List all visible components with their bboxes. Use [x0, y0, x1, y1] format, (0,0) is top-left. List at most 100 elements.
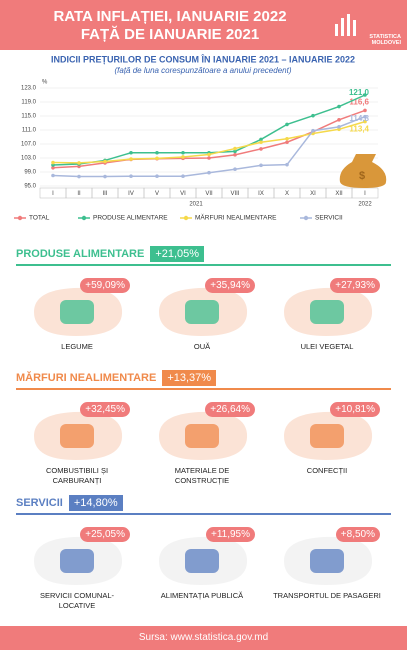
legend-label: TOTAL — [29, 215, 50, 222]
point — [363, 119, 367, 124]
point — [337, 118, 341, 122]
item: +25,05% SERVICII COMUNAL-LOCATIVE — [22, 527, 132, 617]
y-tick-label: 95.0 — [24, 184, 36, 190]
item-label: LEGUME — [61, 342, 93, 351]
point — [285, 122, 289, 127]
year-label: 2022 — [358, 202, 372, 208]
point — [129, 174, 133, 178]
point — [51, 173, 55, 178]
icon-shape — [185, 300, 219, 324]
x-tick-label: III — [102, 191, 107, 197]
section-change: +21,05% — [150, 246, 205, 262]
item-label: CONFECȚII — [306, 466, 348, 475]
item: +35,94% OUĂ — [147, 278, 257, 368]
point — [363, 114, 367, 119]
item: +10,81% CONFECȚII — [272, 402, 382, 492]
x-tick-label: IX — [258, 191, 264, 197]
y-tick-label: 111.0 — [22, 128, 37, 134]
section-title: MĂRFURI NEALIMENTARE — [16, 372, 157, 384]
legend-marker — [303, 215, 309, 221]
item-icon — [159, 536, 248, 585]
item: +27,93% ULEI VEGETAL — [272, 278, 382, 368]
item: +8,50% TRANSPORTUL DE PASAGERI — [272, 527, 382, 617]
icon-shape — [310, 424, 344, 448]
item-change: +35,94% — [205, 278, 255, 293]
legend-marker — [183, 215, 189, 221]
item-label: COMBUSTIBILI ȘI CARBURANȚI — [45, 466, 109, 485]
chart: INDICII PREȚURILOR DE CONSUM ÎN IANUARIE… — [14, 53, 387, 222]
section-change: +13,37% — [162, 370, 217, 386]
x-tick-label: XII — [335, 191, 343, 197]
x-tick-label: XI — [310, 191, 316, 197]
item-icon — [159, 287, 248, 336]
item-icon — [284, 536, 373, 585]
chart-subtitle: (față de luna corespunzătoare a anului p… — [114, 66, 291, 75]
section-line — [16, 388, 391, 390]
point — [77, 161, 81, 165]
point — [207, 156, 211, 160]
point — [233, 167, 237, 171]
item-label: MATERIALE DE CONSTRUCȚIE — [174, 466, 230, 485]
x-tick-label: I — [364, 191, 366, 197]
point — [181, 155, 185, 159]
header: RATA INFLAȚIEI, IANUARIE 2022 FAȚĂ DE IA… — [0, 0, 407, 50]
point — [181, 174, 185, 178]
point — [259, 140, 263, 145]
x-tick-label: VII — [205, 191, 213, 197]
point — [311, 128, 315, 133]
point — [207, 170, 211, 175]
y-tick-label: 115.0 — [21, 114, 36, 120]
item: +11,95% ALIMENTAȚIA PUBLICĂ — [147, 527, 257, 617]
y-tick-label: 123.0 — [21, 86, 37, 92]
year-label: 2021 — [189, 202, 203, 208]
icon-shape — [310, 300, 344, 324]
item-change: +26,64% — [205, 402, 255, 417]
item: +59,09% LEGUME — [22, 278, 132, 368]
point — [77, 174, 81, 179]
point — [155, 156, 159, 161]
item: +26,64% MATERIALE DE CONSTRUCȚIE — [147, 402, 257, 492]
point — [155, 174, 159, 178]
icon-shape — [60, 424, 94, 448]
item-label: SERVICII COMUNAL-LOCATIVE — [39, 591, 115, 610]
y-tick-label: 119.0 — [21, 100, 36, 106]
legend-label: MĂRFURI NEALIMENTARE — [195, 213, 277, 222]
point — [51, 166, 55, 170]
point — [337, 125, 341, 129]
title: RATA INFLAȚIEI, IANUARIE 2022 — [53, 8, 287, 25]
point — [233, 146, 237, 151]
title: FAȚĂ DE IANUARIE 2021 — [80, 26, 260, 43]
icon-shape — [60, 549, 94, 573]
x-tick-label: X — [285, 191, 289, 197]
sack-sign: $ — [359, 170, 365, 182]
item-icon — [284, 411, 373, 460]
point — [337, 104, 341, 109]
item-change: +27,93% — [330, 278, 380, 293]
point — [181, 150, 185, 155]
y-tick-label: 103.0 — [21, 156, 37, 162]
item-change: +32,45% — [80, 402, 130, 417]
legend-label: PRODUSE ALIMENTARE — [93, 215, 168, 222]
item-change: +11,95% — [205, 527, 255, 542]
footer: Sursa: www.statistica.gov.md — [0, 626, 407, 650]
item-change: +8,50% — [335, 527, 380, 542]
item-label: ULEI VEGETAL — [300, 342, 354, 351]
x-tick-label: I — [52, 191, 54, 197]
logo-icon — [335, 14, 356, 36]
item-change: +25,05% — [80, 527, 130, 542]
point — [233, 153, 237, 157]
item-change: +59,09% — [80, 278, 130, 293]
series-line — [52, 116, 366, 178]
y-tick-label: 107.0 — [21, 142, 37, 148]
icon-shape — [310, 549, 344, 573]
point — [259, 147, 263, 151]
value-label: 114,8 — [349, 114, 369, 123]
legend-marker — [81, 215, 87, 221]
section-line — [16, 513, 391, 515]
x-tick-label: II — [77, 191, 81, 197]
item-label: TRANSPORTUL DE PASAGERI — [273, 591, 381, 600]
point — [363, 108, 367, 113]
x-tick-label: VI — [180, 191, 186, 197]
point — [51, 160, 55, 165]
